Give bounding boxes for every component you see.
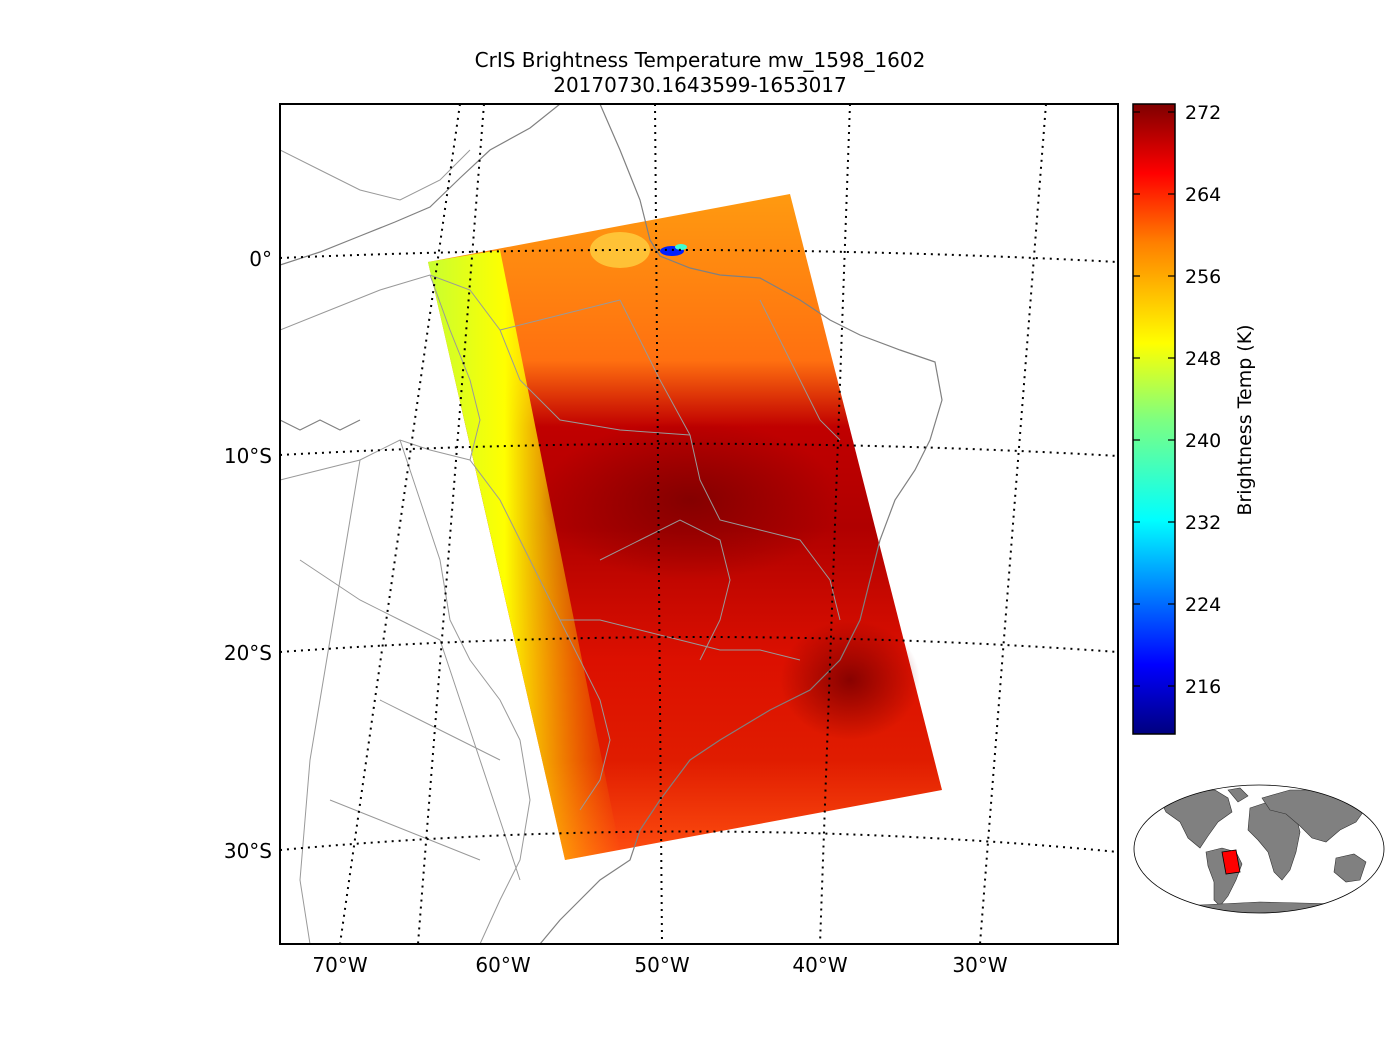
graticule xyxy=(280,104,1118,944)
coastlines xyxy=(280,104,943,944)
lat-tick-30s: 30°S xyxy=(224,839,272,863)
colorbar-tick-272: 272 xyxy=(1185,102,1221,124)
country-borders xyxy=(280,149,841,944)
lon-tick-30w: 30°W xyxy=(952,953,1007,977)
colorbar-tick-240: 240 xyxy=(1185,430,1221,452)
title-line-2: 20170730.1643599-1653017 xyxy=(553,73,847,97)
chart-title: CrIS Brightness Temperature mw_1598_1602… xyxy=(400,48,1000,98)
lon-tick-70w: 70°W xyxy=(312,953,367,977)
colorbar-tick-248: 248 xyxy=(1185,348,1221,370)
inset-world-map xyxy=(1133,784,1385,914)
lon-tick-50w: 50°W xyxy=(634,953,689,977)
colorbar-tick-224: 224 xyxy=(1185,594,1221,616)
lon-tick-60w: 60°W xyxy=(475,953,530,977)
lat-tick-labels: 0° 10°S 20°S 30°S xyxy=(224,247,272,863)
map-panel xyxy=(280,104,1118,944)
lat-tick-0: 0° xyxy=(249,247,272,271)
colorbar-title: Brightness Temp (K) xyxy=(1234,324,1256,515)
map-frame xyxy=(279,103,1119,945)
colorbar-tick-216: 216 xyxy=(1185,676,1221,698)
lat-tick-20s: 20°S xyxy=(224,641,272,665)
title-line-1: CrIS Brightness Temperature mw_1598_1602 xyxy=(474,48,926,72)
inset-swath-marker xyxy=(1221,849,1241,875)
lat-tick-10s: 10°S xyxy=(224,444,272,468)
lon-tick-40w: 40°W xyxy=(792,953,847,977)
colorbar: 272 264 256 248 240 232 224 216 Brightne… xyxy=(1132,102,1256,735)
colorbar-tick-232: 232 xyxy=(1185,512,1221,534)
lon-tick-labels: 70°W 60°W 50°W 40°W 30°W xyxy=(312,953,1007,977)
colorbar-tick-256: 256 xyxy=(1185,266,1221,288)
colorbar-tick-264: 264 xyxy=(1185,184,1221,206)
colorbar-gradient xyxy=(1132,103,1176,735)
